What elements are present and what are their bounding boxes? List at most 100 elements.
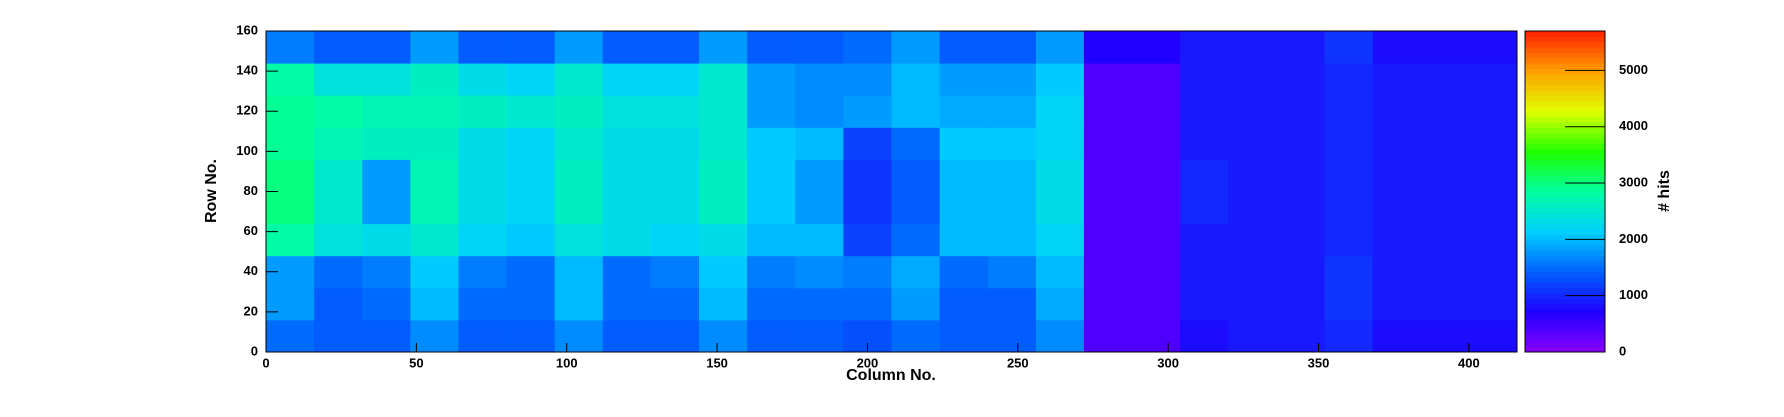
heatmap-cell xyxy=(1180,223,1229,257)
heatmap-cell xyxy=(1132,223,1181,257)
heatmap-cell xyxy=(602,191,652,225)
heatmap-cell xyxy=(1420,63,1470,96)
heatmap-cell xyxy=(795,63,844,96)
heatmap-cell xyxy=(1372,63,1422,96)
x-tick-label: 400 xyxy=(1458,355,1480,370)
heatmap-cell xyxy=(1420,95,1470,128)
heatmap-cell xyxy=(410,191,459,225)
colorbar-step xyxy=(1525,218,1605,225)
heatmap-cell xyxy=(602,31,652,64)
colorbar-step xyxy=(1525,223,1605,230)
heatmap-cell xyxy=(1228,63,1277,96)
heatmap-cell xyxy=(795,95,844,128)
colorbar-step xyxy=(1525,148,1605,155)
heatmap-cell xyxy=(1372,127,1422,160)
heatmap-cell xyxy=(891,31,941,64)
heatmap-cell xyxy=(506,159,556,192)
heatmap-cell xyxy=(458,255,508,289)
heatmap-cell xyxy=(602,287,652,321)
heatmap-cell xyxy=(650,127,700,160)
heatmap-cell xyxy=(843,223,892,257)
heatmap-cell xyxy=(602,159,652,192)
heatmap-cell xyxy=(1468,223,1518,257)
heatmap-cell xyxy=(843,31,892,64)
heatmap-cell xyxy=(458,223,508,257)
colorbar-step xyxy=(1525,207,1605,214)
heatmap-cell xyxy=(554,159,604,192)
heatmap-cell xyxy=(314,255,363,289)
heatmap-cell xyxy=(699,287,748,321)
colorbar-step xyxy=(1525,250,1605,257)
heatmap-cell xyxy=(1276,287,1326,321)
colorbar-step xyxy=(1525,36,1605,43)
heatmap-cell xyxy=(987,95,1037,128)
heatmap-cell xyxy=(1420,255,1470,289)
colorbar-step xyxy=(1525,159,1605,166)
colorbar-step xyxy=(1525,84,1605,91)
heatmap-cell xyxy=(1420,287,1470,321)
z-tick-label: 1000 xyxy=(1619,287,1648,302)
colorbar-step xyxy=(1525,271,1605,278)
heatmap-cell xyxy=(650,31,700,64)
heatmap-cell xyxy=(1372,159,1422,192)
heatmap-cell xyxy=(1324,31,1374,64)
heatmap-cell xyxy=(1035,319,1085,353)
heatmap-cell xyxy=(795,287,844,321)
heatmap-cell xyxy=(1468,127,1518,160)
heatmap-cell xyxy=(506,63,556,96)
heatmap-cell xyxy=(314,63,363,96)
heatmap-cell xyxy=(1276,63,1326,96)
colorbar-step xyxy=(1525,186,1605,192)
heatmap-cell xyxy=(1228,287,1277,321)
heatmap-cell xyxy=(1420,319,1470,353)
y-tick-label: 40 xyxy=(244,263,258,278)
heatmap-cell xyxy=(891,95,941,128)
heatmap-cell xyxy=(939,63,989,96)
heatmap-cell xyxy=(747,159,796,192)
heatmap-cell xyxy=(650,255,700,289)
heatmap-cell xyxy=(506,95,556,128)
colorbar-step xyxy=(1525,255,1605,262)
heatmap-cell xyxy=(699,31,748,64)
heatmap-cell xyxy=(1372,255,1422,289)
heatmap-cell xyxy=(1132,31,1181,64)
heatmap-cell xyxy=(891,319,941,353)
colorbar-step xyxy=(1525,228,1605,235)
colorbar-step xyxy=(1525,121,1605,128)
heatmap-cell xyxy=(410,63,459,96)
heatmap-cell xyxy=(1180,255,1229,289)
heatmap-cell xyxy=(1132,287,1181,321)
heatmap-cell xyxy=(1372,95,1422,128)
colorbar-step xyxy=(1525,57,1605,64)
heatmap-cell xyxy=(362,159,411,192)
colorbar-step xyxy=(1525,175,1605,182)
z-tick-label: 0 xyxy=(1619,343,1626,358)
heatmap-cell xyxy=(602,63,652,96)
heatmap-cell xyxy=(795,223,844,257)
heatmap-cell xyxy=(362,287,411,321)
heatmap-cell xyxy=(266,223,315,257)
heatmap-cell xyxy=(747,127,796,160)
heatmap-cell xyxy=(699,159,748,192)
colorbar-step xyxy=(1525,277,1605,283)
colorbar-step xyxy=(1525,287,1605,294)
heatmap-cell xyxy=(602,95,652,128)
y-tick-label: 20 xyxy=(244,303,258,318)
heatmap-cell xyxy=(699,255,748,289)
heatmap-cell xyxy=(266,287,315,321)
colorbar-step xyxy=(1525,319,1605,326)
heatmap-cell xyxy=(650,63,700,96)
heatmap-cell xyxy=(1083,95,1133,128)
colorbar-step xyxy=(1525,196,1605,203)
heatmap-cell xyxy=(891,63,941,96)
heatmap-cell xyxy=(1035,191,1085,225)
heatmap-cell xyxy=(1180,287,1229,321)
heatmap-cell xyxy=(554,319,604,353)
x-axis-label: Column No. xyxy=(846,367,936,384)
heatmap-cell xyxy=(1083,287,1133,321)
heatmap-cell xyxy=(939,287,989,321)
colorbar-step xyxy=(1525,154,1605,160)
x-tick-label: 350 xyxy=(1308,355,1330,370)
heatmap-cell xyxy=(699,191,748,225)
